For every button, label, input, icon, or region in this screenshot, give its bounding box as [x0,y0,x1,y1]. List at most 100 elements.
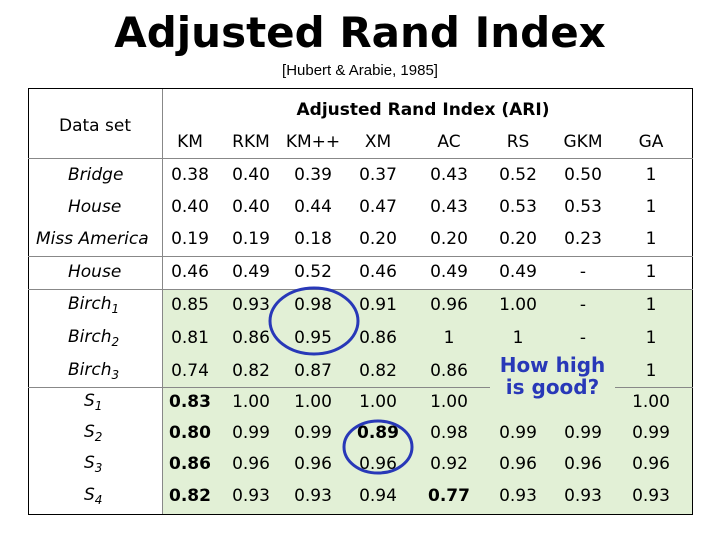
value-cell: 0.93 [632,486,670,506]
highlight-ellipse [342,419,414,475]
row-label: House [68,262,121,282]
value-cell: 1 [645,197,657,217]
column-header: AC [437,132,461,152]
value-cell: 0.93 [232,486,270,506]
value-cell: 0.86 [232,328,270,348]
highlight-ellipse [268,286,360,356]
column-header: XM [364,132,392,152]
value-cell: 0.50 [564,165,602,185]
value-cell: 0.49 [232,262,270,282]
value-cell: 0.18 [294,229,332,249]
value-cell: 0.98 [294,295,332,315]
value-cell: 0.38 [171,165,209,185]
value-cell: 0.44 [294,197,332,217]
row-header: Data set [59,116,131,136]
value-cell: 0.91 [359,295,397,315]
value-cell: 1.00 [232,392,270,412]
value-cell: 1 [645,295,657,315]
value-cell: 0.82 [169,486,211,506]
row-label: Birch1 [68,294,119,316]
value-cell: 0.74 [171,361,209,381]
value-cell: 0.86 [169,454,211,474]
value-cell: 0.52 [499,165,537,185]
value-cell: - [579,262,587,282]
value-cell: 0.96 [499,454,537,474]
row-label: Birch2 [68,327,119,349]
row-label: House [68,197,121,217]
value-cell: 1 [645,262,657,282]
row-label: Birch3 [68,360,119,382]
value-cell: 0.40 [232,197,270,217]
value-cell: 0.93 [232,295,270,315]
value-cell: 0.93 [564,486,602,506]
value-cell: 1.00 [499,295,537,315]
row-name: House [68,262,122,282]
value-cell: 0.96 [294,454,332,474]
group-divider [28,255,693,257]
value-cell: 0.40 [232,165,270,185]
value-cell: 1 [645,361,657,381]
row-name: Birch [68,326,112,347]
row-name: Birch [68,359,112,380]
value-cell: 0.46 [359,262,397,282]
citation: [Hubert & Arabie, 1985] [282,62,438,79]
value-cell: - [579,295,587,315]
value-cell: 0.23 [564,229,602,249]
value-cell: 0.46 [171,262,209,282]
value-cell: 0.40 [171,197,209,217]
callout: How high is good? [490,354,615,398]
value-cell: 1 [645,165,657,185]
value-cell: 0.20 [430,229,468,249]
row-subscript: 1 [94,399,103,414]
row-subscript: 1 [111,302,120,317]
column-divider [162,89,163,514]
value-cell: 0.82 [359,361,397,381]
value-cell: - [579,328,587,348]
row-name: Miss America [36,229,149,249]
value-cell: 0.96 [232,454,270,474]
value-cell: 0.99 [499,423,537,443]
value-cell: 0.19 [232,229,270,249]
value-cell: 0.77 [428,486,470,506]
row-label: Miss America [36,229,149,249]
value-cell: 0.99 [232,423,270,443]
column-header: GA [638,132,664,152]
row-name: S [84,452,95,473]
row-name: S [84,484,95,505]
row-label: S3 [84,453,102,475]
group-header: Adjusted Rand Index (ARI) [296,100,550,120]
value-cell: 1 [512,328,524,348]
value-cell: 0.43 [430,165,468,185]
header-divider [28,158,693,159]
value-cell: 0.93 [294,486,332,506]
value-cell: 1 [443,328,455,348]
column-header: KM++ [285,132,341,152]
value-cell: 1.00 [430,392,468,412]
value-cell: 0.83 [169,392,211,412]
row-subscript: 2 [94,430,103,445]
row-name: Birch [68,293,112,314]
value-cell: 0.96 [632,454,670,474]
value-cell: 0.81 [171,328,209,348]
group-divider [28,386,693,388]
value-cell: 0.99 [294,423,332,443]
column-header: GKM [563,132,603,152]
row-name: House [68,197,122,217]
value-cell: 0.86 [359,328,397,348]
value-cell: 0.95 [294,328,332,348]
value-cell: 1.00 [359,392,397,412]
value-cell: 0.20 [359,229,397,249]
value-cell: 1 [645,229,657,249]
value-cell: 0.96 [564,454,602,474]
value-cell: 0.92 [430,454,468,474]
value-cell: 0.19 [171,229,209,249]
value-cell: 0.80 [169,423,211,443]
highlight-area [162,289,692,514]
value-cell: 0.49 [430,262,468,282]
value-cell: 0.52 [294,262,332,282]
value-cell: 0.47 [359,197,397,217]
value-cell: 1.00 [294,392,332,412]
row-label: Bridge [68,165,123,185]
